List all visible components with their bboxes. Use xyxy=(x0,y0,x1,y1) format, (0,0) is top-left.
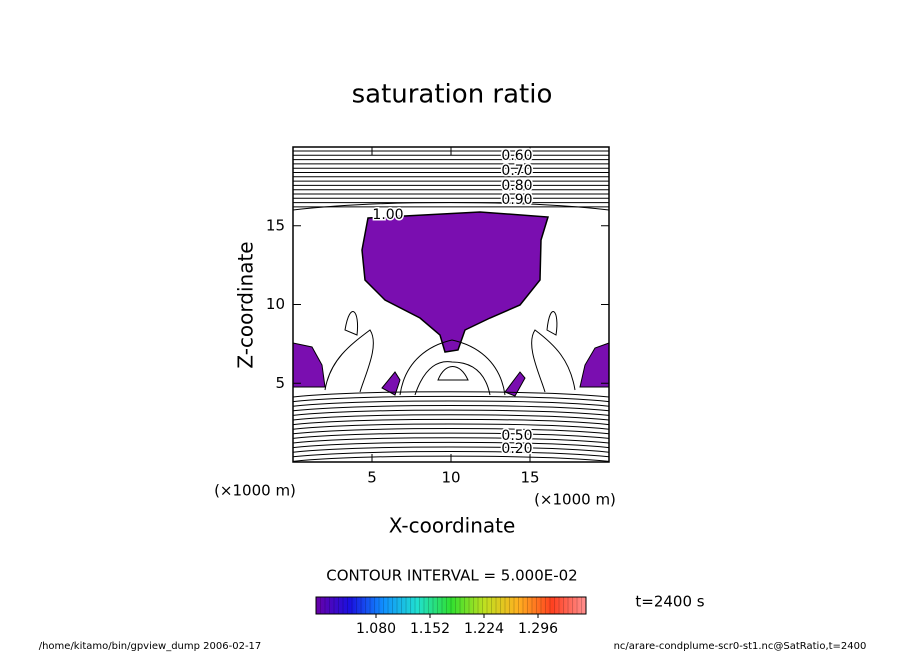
contour-label: 0.20 xyxy=(501,441,532,457)
contour-label: 0.50 xyxy=(501,428,532,444)
contour-line xyxy=(414,361,491,396)
colorbar-tick-label: 1.224 xyxy=(464,621,504,637)
filled-region xyxy=(381,371,401,396)
contour-interval: CONTOUR INTERVAL = 5.000E-02 xyxy=(326,567,577,585)
contour-line xyxy=(292,428,610,435)
contour-line xyxy=(292,414,610,421)
contour-line xyxy=(292,391,610,398)
colorbar-tick-label: 1.152 xyxy=(410,621,450,637)
filled-region xyxy=(504,371,526,397)
contour-line xyxy=(292,409,610,416)
contour-line xyxy=(292,446,610,453)
filled-region xyxy=(361,211,549,353)
y-tick-label: 15 xyxy=(266,216,285,234)
contour-line xyxy=(292,451,610,458)
contour-line xyxy=(292,423,610,430)
contour-label: 0.90 xyxy=(501,192,532,208)
x-axis-title: X-coordinate xyxy=(389,514,516,538)
y-tick-label: 5 xyxy=(275,374,285,392)
filled-region xyxy=(579,342,610,388)
y-axis-title: Z-coordinate xyxy=(234,241,258,368)
contour-line xyxy=(292,441,610,449)
plot-area xyxy=(292,150,610,462)
contour-line xyxy=(399,339,506,396)
contour-line xyxy=(344,311,359,336)
x-tick-label: 15 xyxy=(520,469,539,487)
contour-line xyxy=(292,400,610,407)
contour-line xyxy=(292,455,610,462)
colorbar-tick-label: 1.080 xyxy=(356,621,396,637)
footer-left: /home/kitamo/bin/gpview_dump 2006-02-17 xyxy=(39,641,262,652)
contour-line xyxy=(292,405,610,412)
x-axis-unit: (×1000 m) xyxy=(534,491,616,509)
contour-label: 0.70 xyxy=(501,163,532,179)
chart-title: saturation ratio xyxy=(352,80,553,110)
colorbar xyxy=(315,596,587,615)
contour-line xyxy=(546,311,558,336)
contour-label: 1.00 xyxy=(372,207,403,223)
contour-line xyxy=(324,329,374,393)
colorbar-tick-label: 1.296 xyxy=(518,621,558,637)
filled-region xyxy=(292,342,326,388)
contour-line xyxy=(292,432,610,439)
contour-label: 0.80 xyxy=(501,178,532,194)
contour-line xyxy=(292,395,610,403)
y-axis-unit: (×1000 m) xyxy=(214,482,296,500)
time-label: t=2400 s xyxy=(635,593,704,611)
x-tick-label: 10 xyxy=(441,469,460,487)
contour-line xyxy=(292,418,610,426)
contour-line xyxy=(292,437,610,444)
x-tick-label: 5 xyxy=(367,469,377,487)
contour-line xyxy=(437,366,469,381)
contour-line xyxy=(292,202,610,211)
contour-label: 0.60 xyxy=(501,148,532,164)
y-tick-label: 10 xyxy=(266,295,285,313)
contour-line xyxy=(531,329,576,393)
footer-right: nc/arare-condplume-scr0-st1.nc@SatRatio,… xyxy=(614,641,867,652)
